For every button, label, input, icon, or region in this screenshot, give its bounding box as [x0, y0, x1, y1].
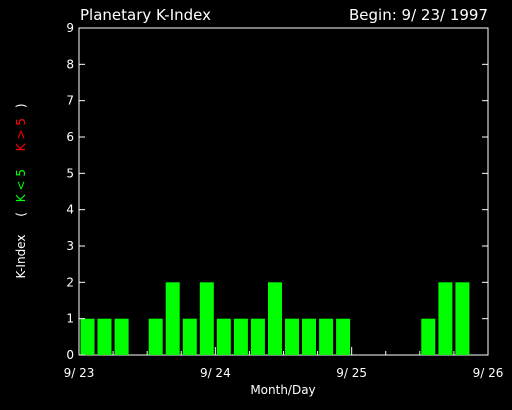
- y-tick-label: 2: [66, 275, 74, 289]
- kindex-bar: [182, 318, 197, 355]
- kindex-bar: [336, 318, 351, 355]
- kindex-bar: [438, 282, 453, 355]
- kindex-bar: [319, 318, 334, 355]
- chart-title: Planetary K-Index: [80, 6, 211, 24]
- kindex-bar: [80, 318, 95, 355]
- plot-frame: [78, 27, 489, 356]
- kindex-bar: [455, 282, 470, 355]
- y-axis: 0 1 2 3 4 5 6 7 8 9: [66, 21, 488, 362]
- kindex-bar: [216, 318, 231, 355]
- kindex-bar: [199, 282, 214, 355]
- kindex-bar: [250, 318, 265, 355]
- kindex-bar: [148, 318, 163, 355]
- y-tick-label: 8: [66, 57, 74, 71]
- y-axis-label: K-Index: [14, 235, 28, 279]
- x-tick-label: 9/ 26: [473, 366, 504, 380]
- x-tick-label: 9/ 24: [200, 366, 231, 380]
- y-tick-label: 0: [66, 348, 74, 362]
- begin-date: Begin: 9/ 23/ 1997: [349, 6, 488, 24]
- x-axis-label: Month/Day: [250, 383, 315, 397]
- bar-group: [80, 282, 470, 355]
- y-axis-label-open: (: [14, 212, 28, 217]
- kindex-bar: [268, 282, 282, 355]
- kindex-bar: [97, 318, 112, 355]
- x-tick-label: 9/ 25: [336, 366, 367, 380]
- y-axis-label-close: ): [14, 103, 28, 108]
- kindex-bar: [302, 318, 316, 355]
- y-axis-label-group: K-Index ( K < 5 K > 5 ): [14, 103, 28, 278]
- y-tick-label: 7: [66, 94, 74, 108]
- y-tick-label: 4: [66, 203, 74, 217]
- svg-text:K-Index ( K <: K-Index ( K < 5 K > 5 ): [14, 103, 28, 278]
- y-tick-label: 9: [66, 21, 74, 35]
- x-axis: 9/ 23 9/ 24 9/ 25 9/ 26: [64, 347, 504, 380]
- kindex-bar: [165, 282, 180, 355]
- y-axis-label-low: K < 5: [14, 169, 28, 202]
- y-tick-label: 5: [66, 166, 74, 180]
- y-tick-label: 6: [66, 130, 74, 144]
- y-tick-label: 1: [66, 312, 74, 326]
- kindex-bar: [421, 318, 436, 355]
- x-tick-label: 9/ 23: [64, 366, 95, 380]
- y-axis-label-high: K > 5: [14, 118, 28, 151]
- kindex-bar: [285, 318, 299, 355]
- y-tick-label: 3: [66, 239, 74, 253]
- kindex-bar: [233, 318, 248, 355]
- kindex-bar: [114, 318, 129, 355]
